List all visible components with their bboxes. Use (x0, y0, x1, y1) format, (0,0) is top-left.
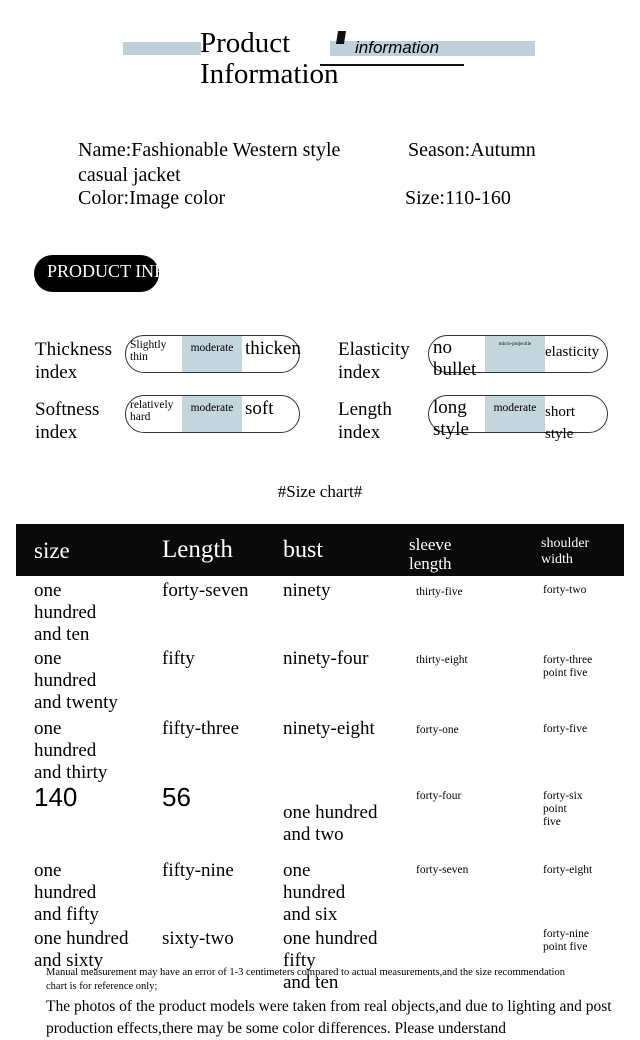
table-row: one hundred and twenty fifty ninety-four… (16, 646, 624, 714)
cell-length: sixty-two (162, 928, 234, 949)
table-header-row: size Length bust sleeve length shoulder … (16, 524, 624, 576)
index-row-thickness: Thickness index Slightly thin moderate t… (30, 330, 340, 388)
index-label-elasticity: Elasticity index (338, 339, 410, 383)
cell-size: one hundred and sixty (34, 928, 129, 971)
index-scale-length (428, 395, 608, 433)
index-option-low-elasticity: no bullet (433, 337, 477, 380)
column-header-bust: bust (283, 537, 324, 563)
cell-bust: one hundred and two (283, 802, 378, 845)
index-option-high-elasticity: elasticity (545, 344, 600, 360)
header-accent-bar-right (330, 41, 535, 56)
index-scale-highlight (182, 396, 242, 432)
cell-shoulder-width: forty-six point five (543, 790, 583, 828)
index-option-low-length: long style (433, 397, 469, 440)
cell-length: forty-seven (162, 580, 249, 601)
index-scale-highlight (485, 396, 545, 432)
cell-bust: one hundred and six (283, 860, 346, 925)
index-scale-highlight (485, 336, 545, 372)
index-label-thickness: Thickness index (35, 339, 113, 383)
index-option-high-thickness: thicken (245, 338, 301, 359)
cell-sleeve-length: thirty-five (416, 586, 463, 598)
column-header-size: size (34, 538, 70, 563)
spec-product-season: Season:Autumn (408, 139, 536, 161)
index-option-high-length: short style (545, 404, 575, 442)
spec-product-name: Name:Fashionable Western style casual ja… (78, 139, 341, 186)
table-row: one hundred and ten forty-seven ninety t… (16, 576, 624, 646)
page-header: Product Information information (0, 0, 640, 110)
cell-shoulder-width: forty-two (543, 584, 587, 596)
cell-length: fifty-three (162, 718, 240, 739)
index-option-low-thickness: Slightly thin (130, 339, 167, 363)
table-row: one hundred and fifty fifty-nine one hun… (16, 856, 624, 928)
cell-bust: ninety-eight (283, 718, 375, 739)
column-header-length: Length (162, 536, 233, 563)
column-header-shoulder-width: shoulder width (541, 536, 590, 567)
note-photo-disclaimer: The photos of the product models were ta… (46, 998, 612, 1037)
cell-size: one hundred and fifty (34, 860, 99, 925)
cell-bust: ninety (283, 580, 331, 601)
index-option-low-softness: relatively hard (130, 399, 174, 423)
cell-length: fifty-nine (162, 860, 234, 881)
cell-size: 140 (34, 782, 78, 812)
cell-size: one hundred and thirty (34, 718, 108, 783)
index-option-mid-elasticity: micro-projectile (498, 342, 532, 347)
cell-length: 56 (162, 782, 191, 812)
index-scale-elasticity (428, 335, 608, 373)
cell-sleeve-length: forty-four (416, 790, 462, 802)
table-body: one hundred and ten forty-seven ninety t… (16, 576, 624, 993)
cell-sleeve-length: forty-one (416, 724, 459, 736)
index-row-softness: Softness index relatively hard moderate … (30, 390, 340, 448)
cell-shoulder-width: forty-nine point five (543, 928, 589, 953)
cell-length: fifty (162, 648, 195, 669)
cell-size: one hundred and ten (34, 580, 97, 645)
spec-product-size: Size:110-160 (405, 187, 511, 209)
index-scale-thickness (125, 335, 300, 373)
index-option-mid-length: moderate (493, 402, 537, 414)
index-label-softness: Softness index (35, 399, 100, 443)
column-header-sleeve-length: sleeve length (409, 535, 452, 573)
header-accent-bar-left (123, 42, 201, 55)
page-title: Product Information (200, 27, 339, 90)
header-underline (320, 64, 464, 66)
index-scale-highlight (182, 336, 242, 372)
page-subtitle: information (355, 38, 440, 57)
index-option-high-softness: soft (245, 398, 274, 419)
cell-sleeve-length: thirty-eight (416, 654, 468, 666)
index-label-length: Length index (338, 399, 392, 443)
table-row: one hundred and sixty sixty-two one hund… (16, 928, 624, 993)
size-chart-title: #Size chart# (277, 482, 363, 501)
cell-bust: one hundred fifty and ten (283, 928, 378, 993)
index-row-elasticity: Elasticity index no bullet micro-project… (333, 330, 640, 388)
cell-bust: ninety-four (283, 648, 369, 669)
note-measurement-disclaimer: Manual measurement may have an error of … (46, 967, 565, 992)
product-information-badge: PRODUCT INFORMATION (34, 255, 159, 292)
table-row: one hundred and thirty fifty-three ninet… (16, 714, 624, 784)
cell-sleeve-length: forty-seven (416, 864, 469, 876)
index-row-length: Length index long style moderate short s… (333, 390, 640, 448)
index-option-mid-thickness: moderate (190, 342, 234, 354)
cell-size: one hundred and twenty (34, 648, 118, 713)
cell-shoulder-width: forty-eight (543, 864, 593, 876)
badge-label: PRODUCT INFORMATION (47, 261, 159, 281)
index-scale-softness (125, 395, 300, 433)
size-chart-table: size Length bust sleeve length shoulder … (16, 524, 624, 993)
index-option-mid-softness: moderate (190, 402, 234, 414)
table-row: 140 56 one hundred and two forty-four fo… (16, 784, 624, 856)
cell-shoulder-width: forty-five (543, 723, 588, 735)
cell-shoulder-width: forty-three point five (543, 654, 593, 679)
spec-product-color: Color:Image color (78, 187, 226, 209)
